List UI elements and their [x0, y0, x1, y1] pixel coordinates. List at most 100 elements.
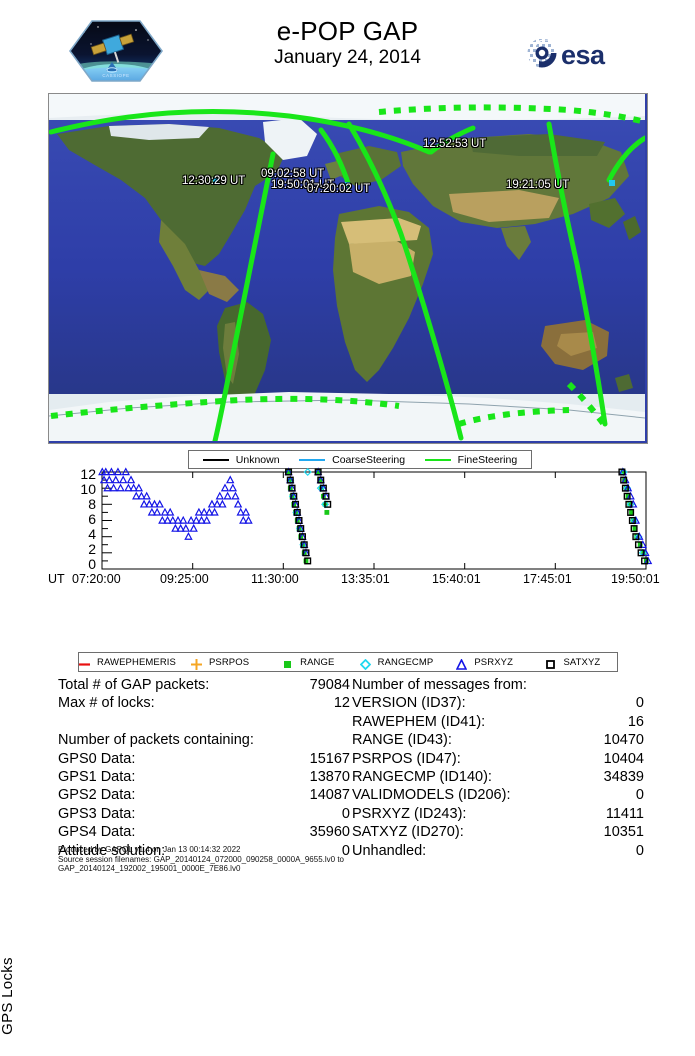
data-point	[298, 533, 306, 541]
diamond-marker-icon	[359, 657, 371, 670]
stat-label: Total # of GAP packets:	[58, 677, 210, 693]
legend-label: PSRXYZ	[474, 656, 513, 668]
stat-value: 16	[627, 713, 644, 730]
data-point	[212, 499, 222, 508]
stat-label: GPS1 Data:	[58, 769, 136, 786]
data-point	[319, 484, 327, 492]
map-legend: Unknown CoarseSteering FineSteering	[188, 450, 532, 469]
data-point	[207, 499, 217, 508]
x-tick: 07:20:00	[72, 572, 121, 586]
data-point	[286, 469, 291, 475]
map-timestamp-label: 19:50:01 UT	[271, 179, 335, 191]
legend-label: RANGECMP	[377, 656, 434, 668]
data-point	[239, 515, 248, 524]
data-point	[137, 491, 146, 500]
data-point	[186, 515, 196, 524]
y-tick: 6	[88, 511, 96, 527]
map-legend-label: FineSteering	[457, 453, 518, 466]
stat-value: 10470	[603, 732, 644, 749]
data-point	[132, 491, 141, 500]
data-point	[288, 484, 296, 492]
line-swatch-icon	[202, 458, 229, 461]
ground-track-map: 12:30:29 UT 09:02:58 UT 19:50:01 UT 07:2…	[48, 93, 648, 444]
gps-locks-plot: GPS Locks 12 10 8 6 4 2 0	[0, 466, 695, 1035]
legend-item-rawephemeris: RAWEPHEMERIS	[79, 657, 176, 668]
map-timestamp-label: 12:30:29 UT	[182, 175, 246, 187]
data-point	[142, 491, 151, 500]
data-point	[184, 531, 193, 540]
data-point	[286, 476, 294, 484]
stat-value: 15167	[309, 750, 350, 767]
data-point	[194, 507, 204, 516]
stat-row: RAWEPHEM (ID41): 16	[352, 713, 644, 731]
ground-track-lines	[49, 109, 645, 441]
data-point	[121, 467, 130, 476]
stat-row: Max # of locks: 12	[58, 694, 350, 712]
data-point	[202, 515, 211, 524]
track-endpoint-markers	[213, 178, 615, 187]
data-point	[210, 507, 219, 516]
stat-row: VERSION (ID37): 0	[352, 694, 644, 712]
mission-logo-caption: CASSIOPE	[102, 73, 129, 78]
x-tick: 13:35:01	[341, 572, 390, 586]
map-legend-item-finesteering: FineSteering	[424, 453, 518, 466]
data-point	[103, 483, 112, 492]
stat-row: VALIDMODELS (ID206): 0	[352, 786, 644, 804]
legend-item-rangecmp: RANGECMP	[352, 656, 440, 670]
stat-row: GPS2 Data: 14087	[58, 786, 350, 804]
data-point	[295, 517, 303, 525]
page-subtitle: January 24, 2014	[274, 47, 421, 68]
data-point	[625, 500, 633, 508]
stat-row: RANGE (ID43): 10470	[352, 731, 644, 749]
data-point	[620, 469, 626, 475]
message-section-heading: Number of messages from:	[352, 677, 527, 693]
cassiope-logo-icon: CASSIOPE	[69, 20, 163, 82]
y-tick: 0	[88, 556, 96, 572]
page-title: e-POP GAP	[276, 16, 419, 46]
map-timestamp-label: 12:52:53 UT	[423, 138, 487, 150]
data-point	[630, 525, 638, 533]
stat-value: 34839	[603, 769, 644, 786]
data-point	[625, 493, 631, 499]
stat-label: Max # of locks:	[58, 695, 155, 712]
data-point	[181, 523, 191, 532]
data-point	[168, 515, 177, 524]
stat-row: RANGECMP (ID140): 34839	[352, 768, 644, 786]
footer-line-producer: Produced by GAPQL v1.4 on Jan 13 00:14:3…	[58, 845, 241, 854]
data-point	[107, 467, 116, 476]
data-point	[215, 491, 224, 500]
data-point	[158, 515, 167, 524]
data-point	[300, 541, 308, 549]
stat-value: 0	[341, 805, 350, 822]
data-point	[293, 508, 301, 516]
message-type-legend: RAWEPHEMERIS PSRPOS RANGE RANGECMP PSRXY…	[78, 652, 618, 672]
data-point	[303, 558, 309, 564]
data-point	[627, 501, 633, 507]
data-point	[116, 483, 125, 492]
stat-label: PSRPOS (ID47):	[352, 750, 461, 767]
map-legend-label: CoarseSteering	[332, 453, 406, 466]
stat-label: SATXYZ (ID270):	[352, 824, 464, 841]
stat-value: 10351	[603, 824, 644, 841]
legend-item-satxyz: SATXYZ	[529, 657, 617, 669]
gps-locks-y-axis-label: GPS Locks	[0, 957, 16, 1035]
series-psrxyz	[98, 467, 653, 565]
data-point	[233, 499, 243, 508]
data-point	[160, 507, 170, 516]
legend-label: PSRPOS	[208, 656, 250, 668]
data-point	[303, 467, 312, 477]
stat-row: GPS0 Data: 15167	[58, 750, 350, 768]
x-tick: 17:45:01	[523, 572, 572, 586]
triangle-marker-icon	[456, 657, 468, 670]
data-point	[145, 499, 154, 508]
stat-value: 11411	[605, 805, 644, 822]
data-point	[637, 549, 645, 557]
data-point	[244, 515, 253, 524]
gps-locks-data-markers	[98, 467, 653, 565]
data-point	[621, 484, 629, 492]
stat-value: 12	[333, 695, 350, 712]
cassiope-mission-logo: CASSIOPE	[68, 18, 164, 84]
data-point	[155, 499, 164, 508]
stat-label: GPS2 Data:	[58, 787, 136, 804]
data-point	[171, 523, 180, 532]
